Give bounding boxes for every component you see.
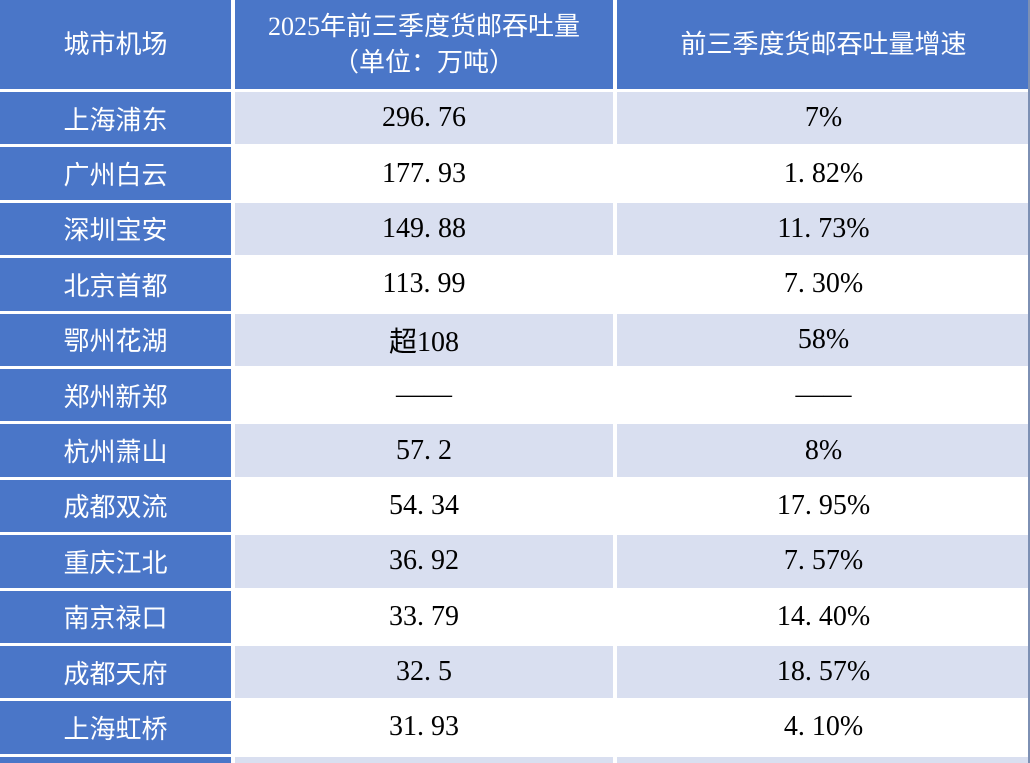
growth-cell: 4. 10% <box>617 701 1028 754</box>
volume-cell: 57. 2 <box>235 424 613 477</box>
growth-cell: 7. 57% <box>617 535 1028 588</box>
header-cell-airport: 城市机场 <box>0 0 231 89</box>
clipped-row-airport-cell <box>0 756 231 763</box>
growth-cell: 7. 30% <box>617 258 1028 311</box>
airport-name-cell: 北京首都 <box>0 258 231 311</box>
growth-cell: —— <box>617 368 1028 422</box>
airport-name-cell: 重庆江北 <box>0 535 231 588</box>
airport-name-cell: 广州白云 <box>0 147 231 200</box>
growth-cell: 14. 40% <box>617 590 1028 643</box>
airport-name-cell: 南京禄口 <box>0 590 231 643</box>
airport-name-cell: 成都双流 <box>0 479 231 533</box>
growth-cell: 7% <box>617 92 1028 145</box>
volume-cell: 32. 5 <box>235 645 613 699</box>
header-cell-growth: 前三季度货邮吞吐量增速 <box>617 0 1028 89</box>
airport-name-cell: 上海虹桥 <box>0 701 231 754</box>
growth-cell: 11. 73% <box>617 202 1028 256</box>
volume-cell: 149. 88 <box>235 202 613 256</box>
volume-cell: 113. 99 <box>235 258 613 311</box>
volume-cell: 296. 76 <box>235 92 613 145</box>
header-airport-label: 城市机场 <box>63 29 168 59</box>
growth-cell: 1. 82% <box>617 147 1028 200</box>
header-cell-volume: 2025年前三季度货邮吞吐量 （单位：万吨） <box>235 0 613 89</box>
volume-cell: —— <box>235 368 613 422</box>
volume-cell: 超108 <box>235 313 613 366</box>
airport-name-cell: 郑州新郑 <box>0 368 231 422</box>
airport-name-cell: 杭州萧山 <box>0 424 231 477</box>
volume-cell: 36. 92 <box>235 535 613 588</box>
airport-name-cell: 成都天府 <box>0 645 231 699</box>
airport-name-cell: 深圳宝安 <box>0 202 231 256</box>
header-growth-label: 前三季度货邮吞吐量增速 <box>680 29 967 59</box>
volume-cell: 177. 93 <box>235 147 613 200</box>
growth-cell: 8% <box>617 424 1028 477</box>
header-volume-label-line2: （单位：万吨） <box>332 47 515 77</box>
clipped-row-volume-cell <box>235 756 613 763</box>
volume-cell: 54. 34 <box>235 479 613 533</box>
growth-cell: 18. 57% <box>617 645 1028 699</box>
airport-name-cell: 上海浦东 <box>0 92 231 145</box>
header-volume-label-line1: 2025年前三季度货邮吞吐量 <box>267 11 580 41</box>
airport-name-cell: 鄂州花湖 <box>0 313 231 366</box>
clipped-row-growth-cell <box>617 756 1028 763</box>
volume-cell: 31. 93 <box>235 701 613 754</box>
growth-cell: 17. 95% <box>617 479 1028 533</box>
volume-cell: 33. 79 <box>235 590 613 643</box>
growth-cell: 58% <box>617 313 1028 366</box>
